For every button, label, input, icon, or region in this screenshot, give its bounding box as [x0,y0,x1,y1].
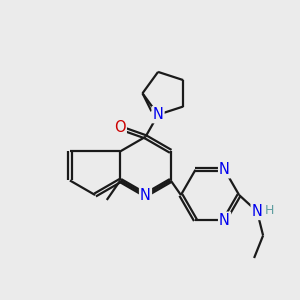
Text: N: N [252,204,262,219]
Text: O: O [114,120,126,135]
Text: H: H [265,203,274,217]
Text: N: N [153,107,164,122]
Text: N: N [219,162,230,177]
Text: N: N [219,213,230,228]
Text: N: N [140,188,151,202]
